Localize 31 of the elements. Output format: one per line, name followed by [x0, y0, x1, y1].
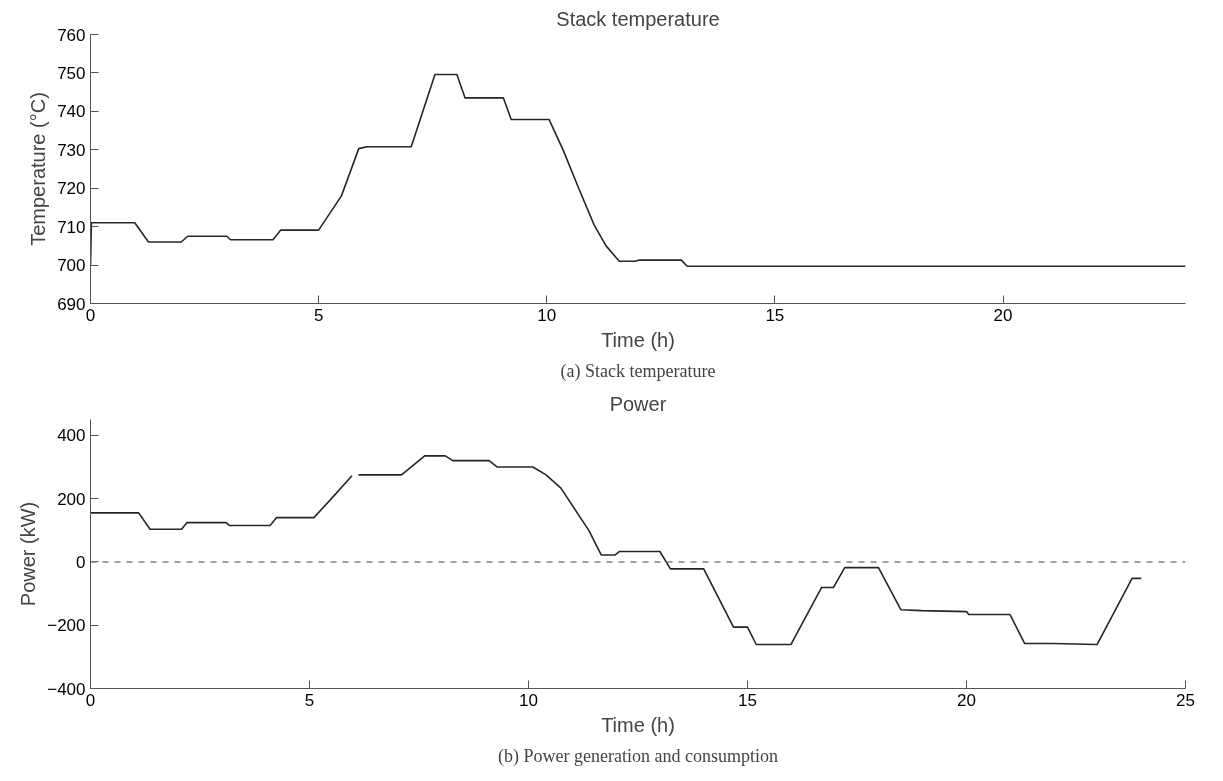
y-tick-label: 740 [57, 102, 86, 122]
y-tick-label: 400 [57, 426, 86, 446]
y-tick-label: 760 [57, 25, 86, 45]
x-tick-label: 15 [738, 690, 757, 710]
y-tick-label: −400 [47, 679, 86, 699]
text: (b) Power generation and consumption [498, 745, 778, 767]
x-axis-title: Time (h) [601, 328, 675, 351]
y-axis-title: Temperature (°C) [27, 92, 50, 246]
x-tick-label: 10 [537, 305, 557, 325]
y-tick-label: −200 [47, 616, 86, 636]
y-axis-title: Power (kW) [17, 501, 40, 607]
y-tick-label: 690 [57, 294, 86, 314]
x-tick-label: 25 [1176, 690, 1195, 710]
x-tick-label: 20 [993, 305, 1013, 325]
line-series [90, 73, 1186, 268]
y-tick-label: 730 [57, 140, 86, 160]
y-tick-label: 710 [57, 217, 86, 237]
x-axis-title: Time (h) [601, 713, 675, 736]
x-tick-label: 10 [519, 690, 538, 710]
y-tick-label: 200 [57, 489, 86, 509]
x-tick-label: 5 [304, 690, 315, 710]
x-tick-label: 15 [765, 305, 785, 325]
x-tick-label: 20 [957, 690, 976, 710]
chart-title: Power [609, 392, 667, 415]
y-tick-label: 700 [57, 256, 86, 276]
x-tick-label: 5 [313, 305, 324, 325]
y-tick-label: 720 [57, 179, 86, 199]
y-tick-label: 750 [57, 63, 86, 83]
y-tick-label: 0 [76, 552, 86, 572]
chart-title: Stack temperature [556, 7, 720, 30]
text: (a) Stack temperature [560, 360, 716, 382]
